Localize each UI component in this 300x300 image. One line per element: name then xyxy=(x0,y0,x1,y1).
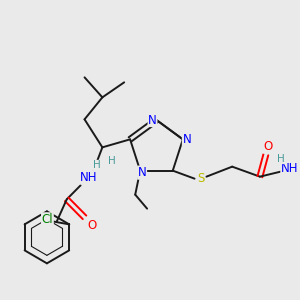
Text: NH: NH xyxy=(80,171,97,184)
Text: N: N xyxy=(182,133,191,146)
Text: H: H xyxy=(277,154,285,164)
Text: O: O xyxy=(88,219,97,232)
Text: N: N xyxy=(138,166,146,179)
Text: H: H xyxy=(108,156,116,166)
Text: Cl: Cl xyxy=(42,213,53,226)
Text: O: O xyxy=(263,140,272,153)
Text: N: N xyxy=(148,113,157,127)
Text: NH: NH xyxy=(281,162,298,175)
Text: H: H xyxy=(93,160,100,170)
Text: S: S xyxy=(197,172,204,185)
